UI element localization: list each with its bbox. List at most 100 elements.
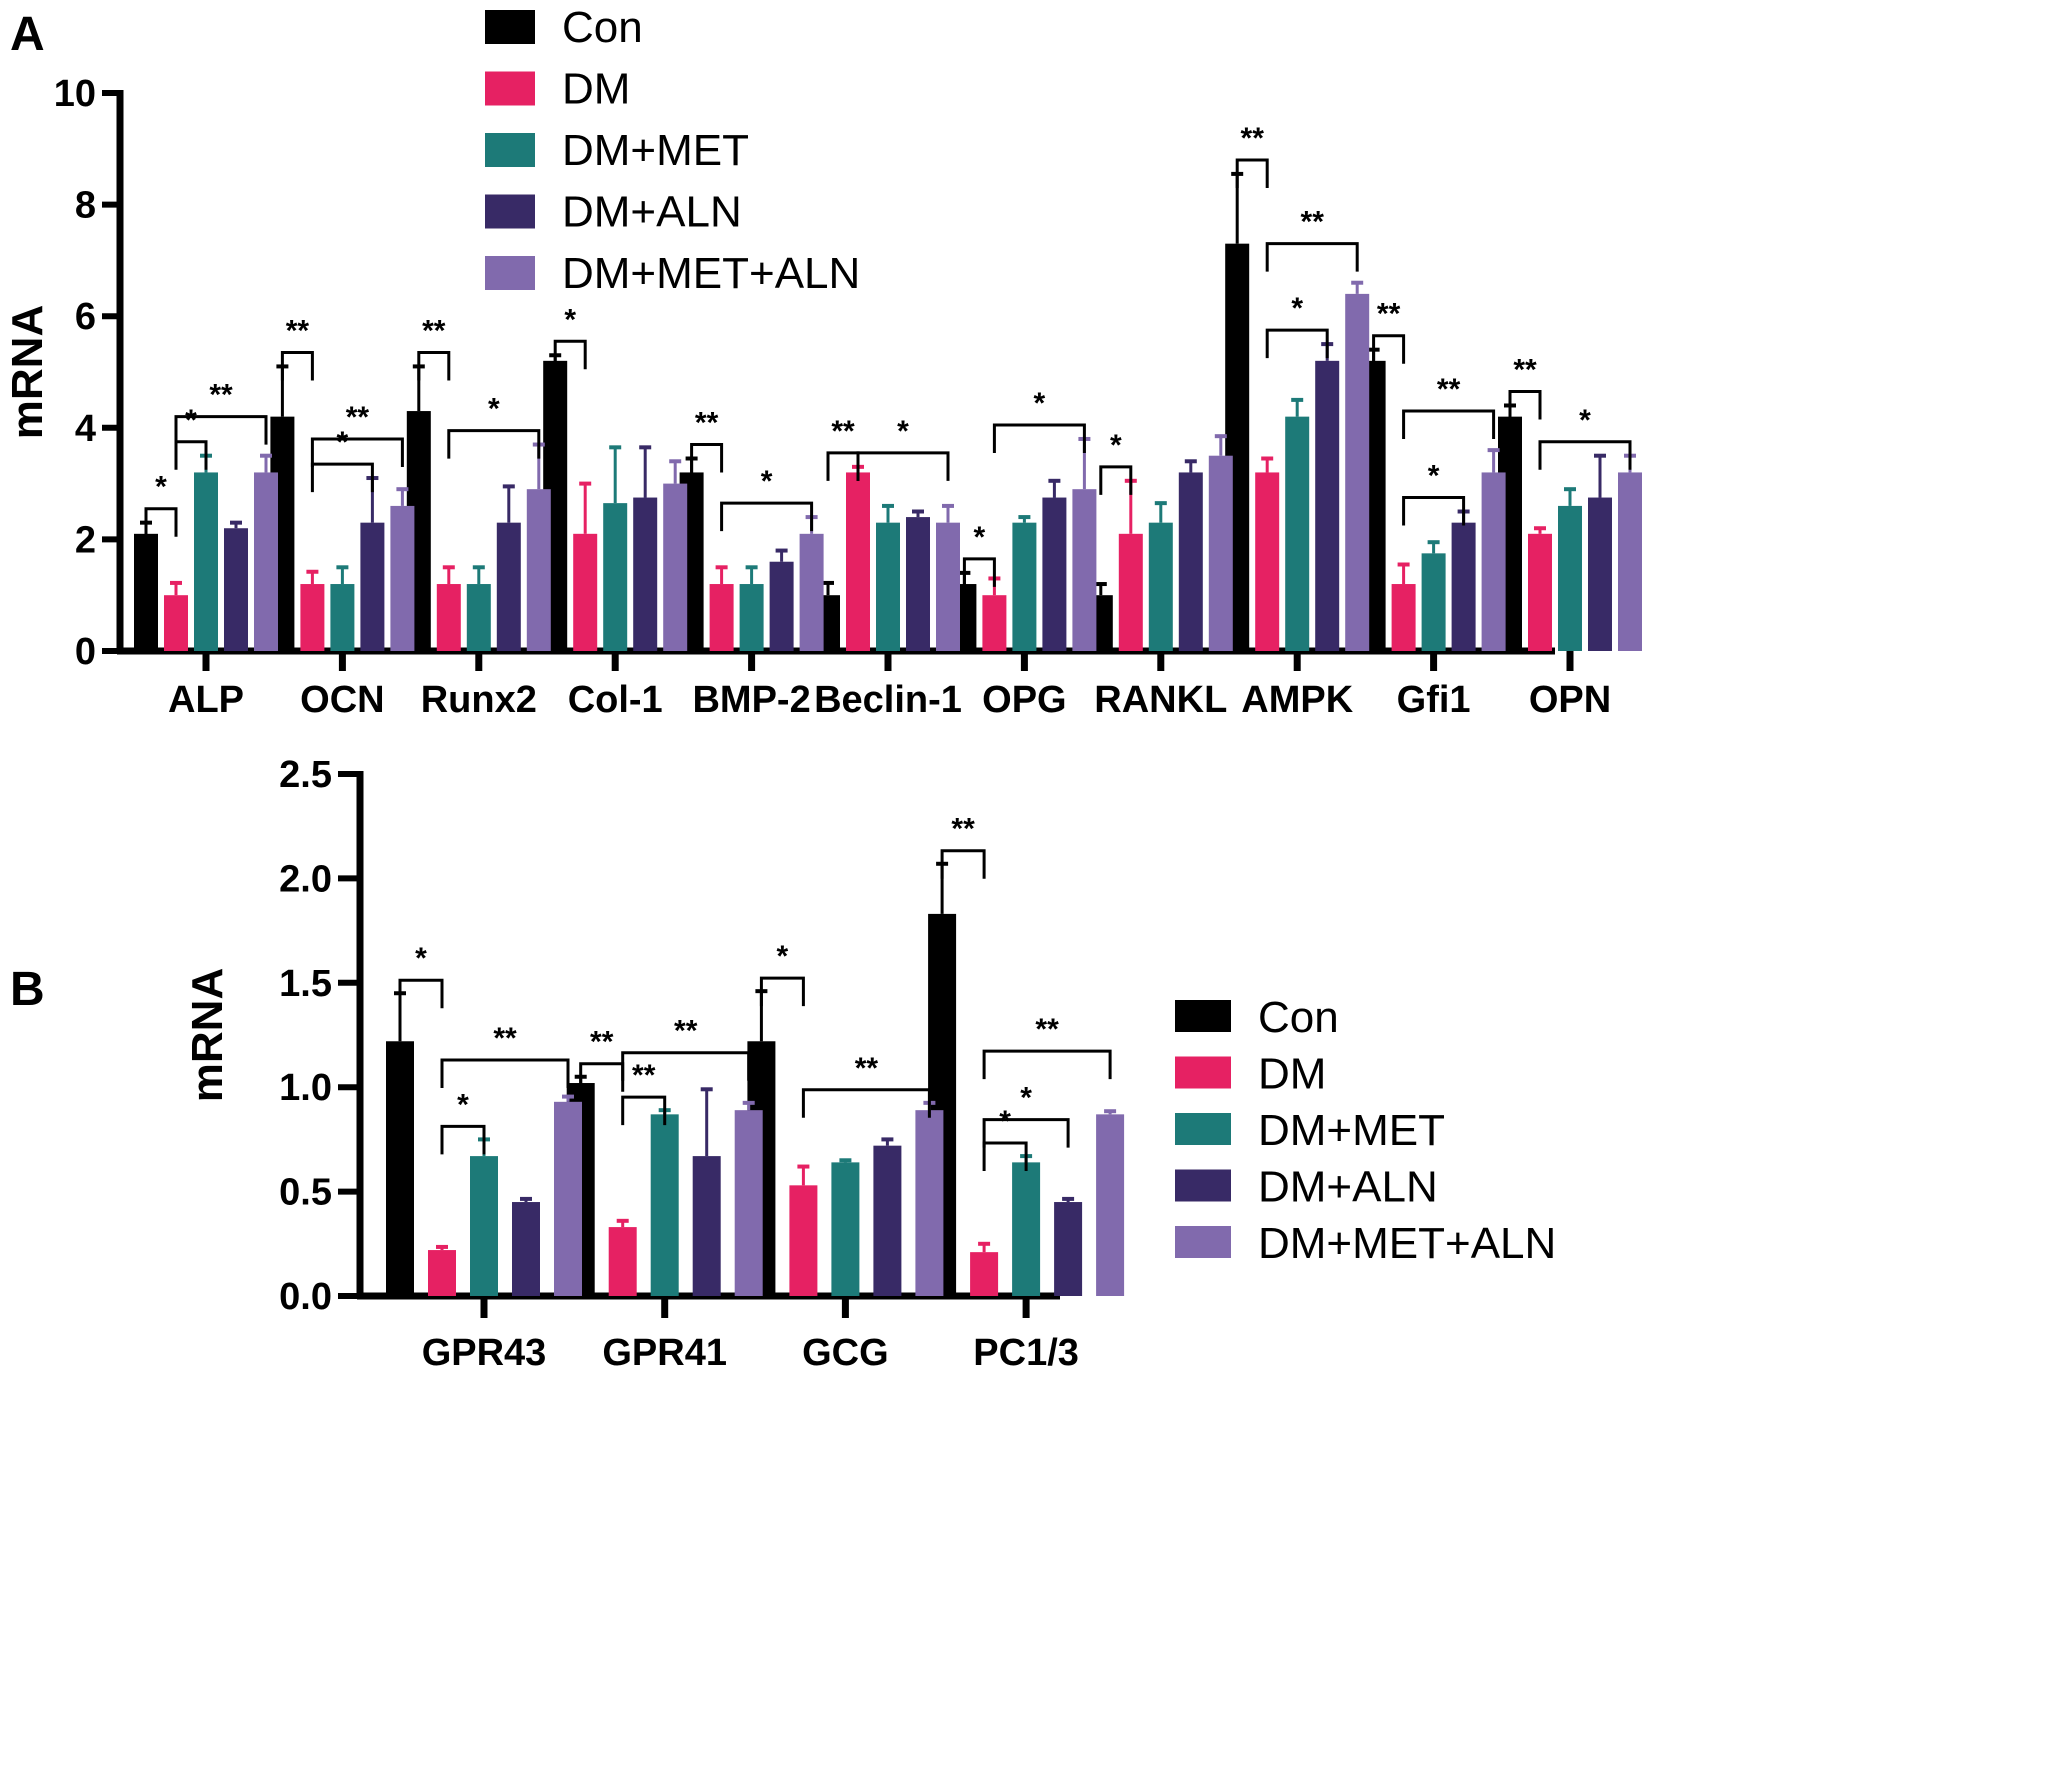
significance-label: *	[185, 404, 197, 437]
bar-rankl-dm-met	[1148, 522, 1173, 651]
legend-swatch-dm-aln	[485, 194, 535, 229]
significance-bracket	[982, 1118, 1070, 1148]
y-tick-label: 2.5	[279, 754, 332, 796]
legend-swatch-con	[485, 10, 535, 44]
panel-b-significance: **** ***************	[398, 813, 1112, 1172]
significance-bracket	[720, 501, 814, 532]
bar-pc1-3-dm	[970, 1252, 999, 1296]
significance-bracket	[280, 350, 314, 381]
significance-label: **	[286, 314, 310, 347]
significance-label: *	[488, 393, 500, 426]
x-tick-label-opg: OPG	[982, 679, 1066, 721]
bar-alp-dm-aln	[224, 528, 248, 651]
x-tick-label-ocn: OCN	[300, 679, 384, 721]
significance-bracket	[447, 429, 541, 459]
panel-b-bars	[386, 861, 1125, 1296]
bar-alp-dm	[164, 595, 188, 651]
bar-bmp-2-dm	[709, 584, 734, 651]
significance-bracket	[440, 1124, 486, 1155]
bar-alp-con	[134, 533, 158, 651]
significance-bracket	[801, 1088, 931, 1118]
significance-bracket	[690, 443, 724, 473]
significance-bracket	[1372, 334, 1406, 364]
significance-bracket	[982, 1141, 1028, 1172]
legend-label-dm-aln: DM+ALN	[1258, 1163, 1438, 1212]
significance-bracket	[398, 978, 444, 1009]
bar-bmp-2-dm-aln	[769, 561, 794, 651]
significance-label: **	[855, 1052, 879, 1085]
bar-runx2-dm	[436, 584, 461, 651]
bar-beclin-1-dm	[846, 472, 870, 651]
legend-swatch-dm	[1175, 1056, 1231, 1089]
x-tick-label-gpr43: GPR43	[422, 1332, 547, 1374]
bar-gpr41-dm-aln	[692, 1156, 721, 1296]
significance-bracket	[310, 437, 404, 467]
bar-beclin-1-dm-met	[876, 522, 900, 651]
significance-bracket	[940, 849, 986, 879]
significance-bracket	[1099, 465, 1133, 495]
x-tick-label-rankl: RANKL	[1094, 679, 1227, 721]
bar-gpr43-dm-aln	[512, 1202, 540, 1296]
significance-label: **	[422, 314, 446, 347]
panel-b: B 0.00.51.01.52.02.5 **** ***************…	[10, 754, 1556, 1374]
significance-label: **	[209, 379, 233, 412]
y-tick-label: 1.5	[279, 963, 332, 1005]
significance-bracket	[1402, 409, 1496, 440]
y-tick-label: 0.5	[279, 1172, 332, 1214]
bar-col-1-dm-aln	[633, 497, 658, 651]
significance-label: **	[951, 813, 975, 846]
bar-opg-dm	[982, 595, 1007, 651]
bar-beclin-1-dm-aln	[906, 517, 930, 651]
bar-opn-dm-met	[1558, 505, 1582, 651]
legend-label-dm-met: DM+MET	[1258, 1106, 1445, 1155]
bar-bmp-2-dm-met-aln	[799, 533, 824, 651]
significance-label: **	[1377, 298, 1401, 331]
significance-label: *	[1020, 1082, 1032, 1115]
y-tick-label: 4	[75, 408, 96, 450]
bar-beclin-1-dm-met-aln	[936, 522, 960, 651]
panel-a-legend: Con DM DM+MET DM+ALN DM+MET+ALN	[485, 3, 860, 298]
significance-label: *	[761, 465, 773, 498]
bar-ampk-dm-met-aln	[1345, 293, 1370, 651]
bar-opn-dm	[1528, 533, 1552, 651]
x-tick-label-col-1: Col-1	[568, 679, 663, 721]
x-tick-label-runx2: Runx2	[421, 679, 537, 721]
panel-b-y-axis: 0.0 0.5 1.0 1.5 2.0 2.5	[279, 754, 1060, 1318]
y-tick-label: 8	[75, 185, 96, 227]
x-tick-label-alp: ALP	[168, 679, 244, 721]
significance-bracket	[1508, 390, 1542, 420]
significance-bracket	[310, 462, 374, 493]
significance-label: **	[346, 401, 370, 434]
x-tick-label-bmp-2: BMP-2	[692, 679, 810, 721]
legend-swatch-dm-met	[1175, 1113, 1231, 1145]
y-tick-label: 1.0	[279, 1067, 332, 1109]
significance-label: *	[1428, 460, 1440, 493]
significance-bracket	[440, 1058, 570, 1089]
x-tick-label-ampk: AMPK	[1241, 679, 1353, 721]
bar-bmp-2-dm-met	[739, 584, 764, 651]
x-tick-label-pc1-3: PC1/3	[973, 1332, 1079, 1374]
legend-swatch-con	[1175, 1000, 1231, 1032]
significance-bracket	[174, 440, 208, 470]
bar-pc1-3-dm-aln	[1054, 1202, 1083, 1296]
x-tick-label-gcg: GCG	[802, 1332, 889, 1374]
bar-pc1-3-dm-met-aln	[1096, 1114, 1125, 1296]
bar-opg-dm-aln	[1042, 497, 1067, 651]
bar-opg-dm-met	[1012, 522, 1037, 651]
legend-label-dm: DM	[562, 65, 630, 114]
legend-swatch-dm	[485, 71, 535, 106]
bar-alp-dm-met	[194, 472, 218, 651]
legend-swatch-dm-met-aln	[485, 256, 535, 290]
legend-swatch-dm-met	[485, 133, 535, 167]
significance-label: **	[674, 1015, 698, 1048]
legend-label-dm: DM	[1258, 1050, 1326, 1099]
bar-ampk-dm-met	[1285, 416, 1310, 651]
significance-bracket	[1265, 328, 1329, 359]
panel-a-significance: ****************** *****************	[144, 122, 1632, 587]
bar-gpr41-dm-met	[650, 1114, 679, 1296]
significance-label: **	[493, 1022, 517, 1055]
significance-label: *	[974, 521, 986, 554]
legend-label-con: Con	[1258, 993, 1339, 1042]
panel-b-category-labels: GPR43 GPR41 GCG PC1/3	[422, 1296, 1079, 1374]
